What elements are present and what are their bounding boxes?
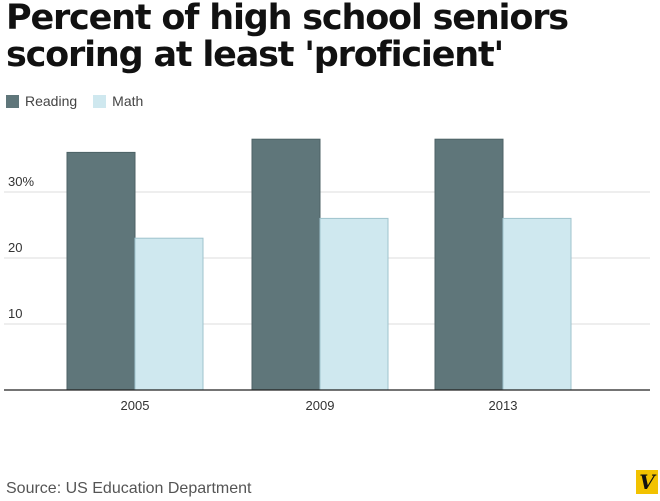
bar-reading-2005 bbox=[66, 151, 136, 391]
source-note: Source: US Education Department bbox=[6, 480, 252, 497]
chart-title-line-1: Percent of high school seniors bbox=[6, 0, 569, 38]
bar-chart: 10 20 30% 2005 2009 2013 bbox=[4, 138, 650, 413]
legend-label-reading: Reading bbox=[25, 93, 78, 109]
chart-title: Percent of high school seniors scoring a… bbox=[6, 0, 656, 74]
legend-swatch-reading bbox=[6, 94, 19, 108]
legend-swatch-math bbox=[93, 94, 107, 108]
bar-math-2013 bbox=[502, 217, 572, 391]
chart-legend: Reading Math bbox=[6, 93, 159, 109]
x-tick-label-2005: 2005 bbox=[121, 398, 150, 413]
bar-math-2005 bbox=[134, 237, 204, 391]
x-tick-label-2013: 2013 bbox=[489, 398, 518, 413]
bar-math-2009 bbox=[319, 217, 389, 391]
vox-logo: V bbox=[636, 470, 658, 494]
x-tick-label-2009: 2009 bbox=[306, 398, 335, 413]
legend-item-math: Math bbox=[93, 93, 143, 109]
legend-label-math: Math bbox=[112, 93, 144, 109]
y-tick-label-1: 20 bbox=[8, 240, 22, 255]
bar-reading-2013 bbox=[434, 138, 504, 391]
legend-item-reading: Reading bbox=[6, 93, 77, 109]
y-tick-label-0: 10 bbox=[8, 306, 22, 321]
bar-reading-2009 bbox=[251, 138, 321, 391]
y-tick-label-2: 30% bbox=[8, 174, 34, 189]
chart-title-line-2: scoring at least 'proficient' bbox=[6, 35, 504, 75]
